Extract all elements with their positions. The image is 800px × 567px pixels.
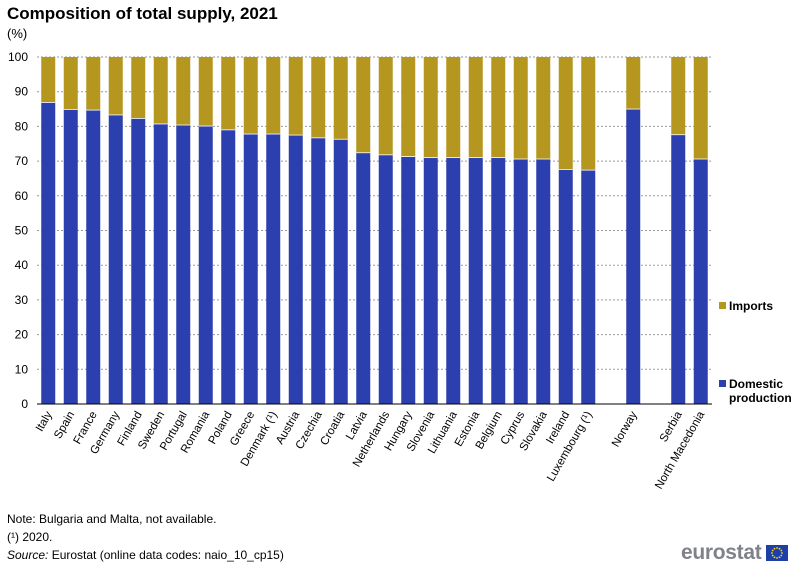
y-tick-label: 0	[21, 397, 28, 411]
bar-imports	[626, 57, 641, 110]
bar-imports	[581, 57, 596, 171]
legend-label-domestic-line1: Domestic	[729, 377, 783, 391]
legend-swatch-imports	[719, 302, 726, 309]
y-tick-label: 50	[15, 224, 29, 238]
bar-domestic	[41, 102, 56, 404]
bar-imports	[131, 57, 146, 119]
bar-domestic	[491, 157, 506, 404]
bar-domestic	[311, 137, 326, 404]
y-tick-label: 10	[15, 362, 29, 376]
y-tick-label: 80	[15, 119, 29, 133]
bar-domestic	[671, 134, 686, 404]
bar-imports	[401, 57, 416, 157]
bar-imports	[468, 57, 483, 158]
footnote-line: (¹) 2020.	[7, 530, 53, 544]
bar-domestic	[266, 134, 281, 404]
bar-domestic	[153, 123, 168, 404]
legend-label-imports: Imports	[729, 299, 773, 313]
chart-title: Composition of total supply, 2021	[7, 4, 278, 23]
y-tick-label: 60	[15, 189, 29, 203]
bar-domestic	[581, 170, 596, 404]
x-tick-label: Italy	[34, 409, 55, 433]
bar-imports	[536, 57, 551, 160]
bar-domestic	[468, 157, 483, 404]
bar-imports	[288, 57, 303, 136]
bar-imports	[153, 57, 168, 124]
bar-domestic	[63, 109, 78, 404]
bar-imports	[333, 57, 348, 140]
bar-domestic	[243, 134, 258, 404]
legend: Imports Domestic production	[719, 299, 792, 405]
bar-imports	[176, 57, 191, 126]
logo-text: eurostat	[681, 541, 762, 564]
bar-domestic	[176, 125, 191, 405]
bar-domestic	[86, 110, 101, 404]
y-tick-label: 70	[15, 154, 29, 168]
bar-imports	[221, 57, 236, 130]
bar-imports	[63, 57, 78, 110]
bar-domestic	[288, 135, 303, 404]
bar-imports	[491, 57, 506, 158]
x-tick-label: Luxembourg (¹)	[545, 409, 595, 483]
bar-imports	[693, 57, 708, 160]
bar-imports	[378, 57, 393, 155]
note-line: Note: Bulgaria and Malta, not available.	[7, 512, 217, 526]
y-tick-label: 90	[15, 85, 29, 99]
eurostat-logo: eurostat	[681, 542, 793, 564]
gridlines	[37, 56, 712, 370]
bar-domestic	[378, 154, 393, 404]
x-tick-label: Norway	[610, 409, 640, 449]
bars	[41, 57, 708, 405]
bar-domestic	[108, 114, 123, 404]
bar-domestic	[333, 139, 348, 404]
bar-imports	[266, 57, 281, 135]
bar-domestic	[198, 126, 213, 404]
bar-domestic	[558, 169, 573, 404]
bar-imports	[311, 57, 326, 138]
footnotes: Note: Bulgaria and Malta, not available.…	[7, 510, 284, 564]
source-prefix: Source:	[7, 548, 49, 562]
bar-domestic	[446, 157, 461, 404]
bar-imports	[108, 57, 123, 115]
legend-swatch-domestic	[719, 380, 726, 387]
bar-domestic	[131, 118, 146, 404]
stacked-bar-chart: 0102030405060708090100ItalySpainFranceGe…	[8, 50, 792, 491]
bar-domestic	[513, 159, 528, 404]
bar-imports	[558, 57, 573, 170]
bar-domestic	[356, 152, 371, 404]
source-text: Eurostat (online data codes: naio_10_cp1…	[48, 548, 284, 562]
bar-imports	[243, 57, 258, 135]
y-tick-label: 40	[15, 258, 29, 272]
y-tick-label: 20	[15, 328, 29, 342]
unit-label: (%)	[7, 26, 28, 41]
bar-domestic	[423, 157, 438, 404]
eu-flag-icon	[766, 545, 788, 561]
bar-imports	[423, 57, 438, 158]
bar-imports	[41, 57, 56, 103]
bar-imports	[198, 57, 213, 127]
bar-imports	[86, 57, 101, 111]
bar-domestic	[221, 129, 236, 404]
bar-imports	[446, 57, 461, 158]
y-tick-label: 30	[15, 293, 29, 307]
bar-imports	[356, 57, 371, 153]
source-line: Source: Eurostat (online data codes: nai…	[7, 546, 284, 564]
bar-domestic	[626, 109, 641, 405]
bar-domestic	[401, 156, 416, 404]
bar-domestic	[536, 159, 551, 404]
bar-imports	[671, 57, 686, 135]
bar-imports	[513, 57, 528, 160]
bar-domestic	[693, 159, 708, 404]
legend-label-domestic-line2: production	[729, 391, 792, 405]
y-tick-label: 100	[8, 50, 28, 64]
